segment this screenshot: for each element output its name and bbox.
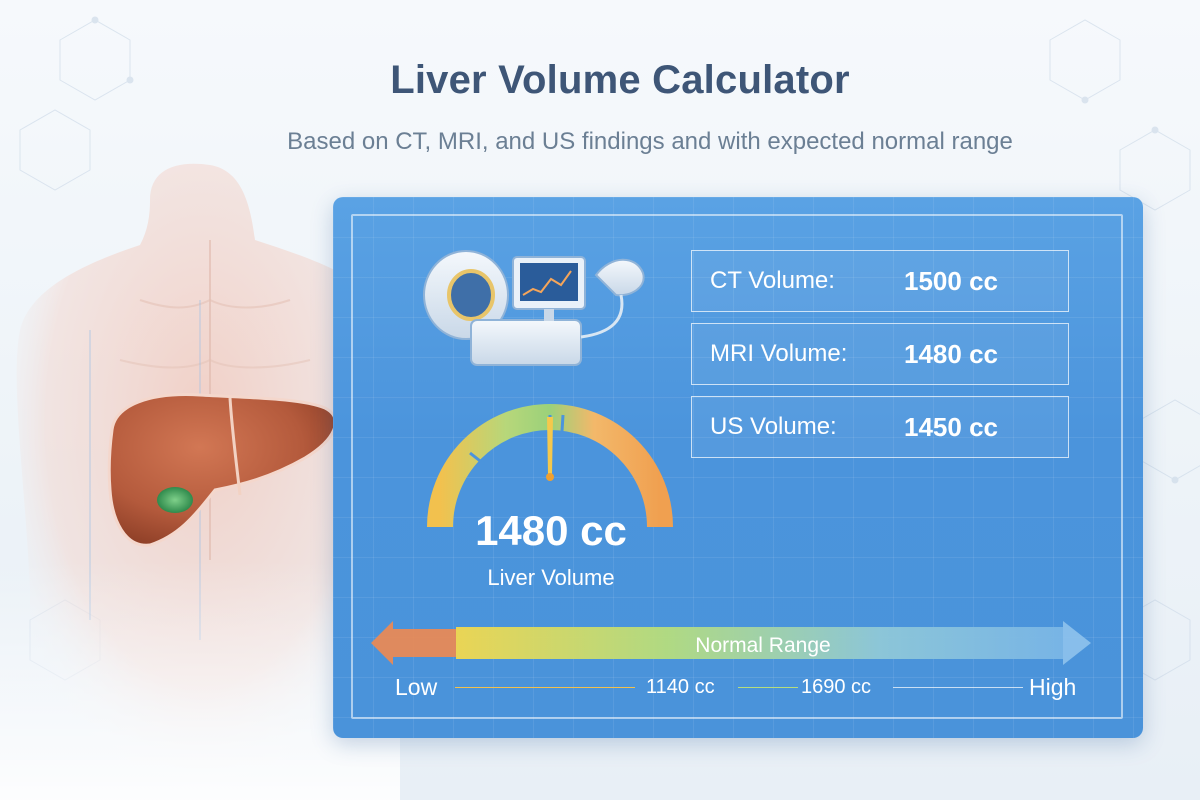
- us-volume-label: US Volume:: [710, 413, 837, 440]
- low-range-arrow: [371, 621, 456, 665]
- gauge-needle: [547, 417, 553, 475]
- mri-volume-label: MRI Volume:: [710, 340, 848, 367]
- page-title: Liver Volume Calculator: [390, 58, 850, 102]
- scale-line-low: [455, 687, 635, 688]
- volume-gauge: [427, 404, 673, 528]
- us-volume-value: 1450 cc: [904, 411, 998, 442]
- ct-volume-card: CT Volume: 1500 cc: [691, 250, 1069, 312]
- scale-line-high: [893, 687, 1023, 688]
- normal-range-label: Normal Range: [695, 634, 831, 657]
- high-range-arrow: [1063, 621, 1091, 665]
- us-volume-card: US Volume: 1450 cc: [691, 396, 1069, 458]
- liver-icon: [107, 393, 337, 547]
- monitor-icon: [512, 256, 586, 321]
- scale-upper-bound: 1690 cc: [801, 676, 872, 698]
- ct-volume-label: CT Volume:: [710, 267, 835, 294]
- mri-volume-value: 1480 cc: [904, 338, 998, 369]
- gauge-label: Liver Volume: [487, 565, 615, 590]
- scale-high-label: High: [1029, 674, 1077, 700]
- normal-range-bar: [371, 621, 1091, 665]
- mri-volume-card: MRI Volume: 1480 cc: [691, 323, 1069, 385]
- ct-volume-value: 1500 cc: [904, 265, 998, 296]
- ultrasound-probe-icon: [580, 258, 645, 339]
- scanner-icon: [423, 250, 645, 366]
- gauge-value: 1480 cc: [475, 507, 627, 554]
- page-subtitle: Based on CT, MRI, and US findings and wi…: [287, 128, 1013, 155]
- scale-line-mid: [738, 687, 798, 688]
- scale-lower-bound: 1140 cc: [646, 676, 715, 698]
- calculator-panel: CT Volume: 1500 cc MRI Volume: 1480 cc U…: [333, 197, 1143, 738]
- panel-frame: [351, 214, 1123, 719]
- scale-low-label: Low: [395, 674, 438, 700]
- range-scale: Low 1140 cc 1690 cc High: [371, 671, 1093, 703]
